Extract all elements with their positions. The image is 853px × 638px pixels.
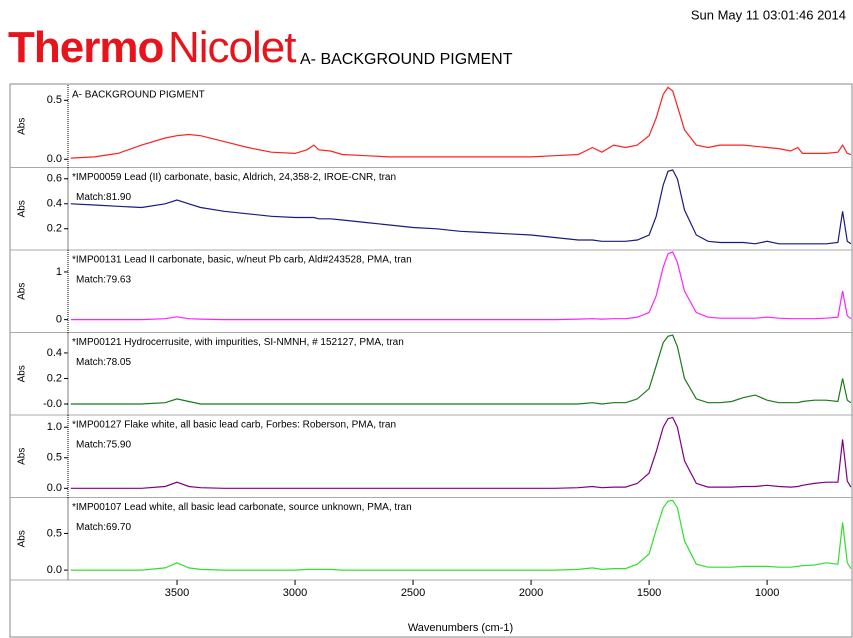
spectrum [70, 416, 852, 489]
match-score: Match:69.70 [76, 522, 131, 533]
y-tick-label: 0.2 [47, 372, 62, 384]
y-tick-label: 0.0 [47, 482, 62, 494]
panel-title: *IMP00059 Lead (II) carbonate, basic, Al… [72, 172, 396, 183]
y-tick-label: 0.5 [47, 452, 62, 464]
y-axis-label: Abs [17, 118, 28, 135]
y-tick-label: 0.0 [47, 153, 62, 165]
match-score: Match:81.90 [76, 192, 131, 203]
x-tick-label: 1500 [637, 587, 661, 599]
y-tick-label: 0.5 [47, 527, 62, 539]
brand-bold: Thermo [8, 23, 163, 72]
panel-title: *IMP00127 Flake white, all basic lead ca… [72, 420, 396, 431]
match-score: Match:75.90 [76, 440, 131, 451]
panel-title: A- BACKGROUND PIGMENT [72, 90, 205, 101]
spectrum [70, 499, 852, 571]
x-tick-label: 2000 [519, 587, 543, 599]
y-axis-label: Abs [17, 365, 28, 382]
y-tick-label: 0.2 [47, 223, 62, 235]
y-tick-label: 1.0 [47, 421, 62, 433]
x-tick-label: 1000 [755, 587, 779, 599]
y-tick-label: 0 [56, 314, 62, 326]
brand: Nicolet [168, 23, 296, 72]
frame [9, 83, 853, 638]
y-tick-label: 0.5 [47, 94, 62, 106]
timestamp: Sun May 11 03:01:46 2014 [691, 7, 846, 22]
y-tick-label: 0.4 [47, 198, 62, 210]
y-axis-label: Abs [17, 448, 28, 465]
y-tick-label: 0.6 [47, 173, 62, 185]
y-tick-label: -0.0 [43, 398, 62, 410]
panel-title: *IMP00121 Hydrocerrusite, with impuritie… [72, 337, 404, 348]
x-tick-label: 3000 [283, 587, 307, 599]
y-tick-label: 0.0 [47, 564, 62, 576]
panel-title: *IMP00131 Lead II carbonate, basic, w/ne… [72, 255, 412, 266]
x-tick-label: 3500 [165, 587, 189, 599]
x-tick-label: 2500 [401, 587, 425, 599]
y-axis-label: Abs [17, 200, 28, 217]
spectrum [70, 86, 852, 159]
y-axis-label: Abs [17, 530, 28, 547]
y-axis-label: Abs [17, 283, 28, 300]
y-tick-label: 0.4 [47, 347, 62, 359]
spectrum [70, 251, 852, 321]
panel-title: *IMP00107 Lead white, all basic lead car… [72, 502, 412, 513]
y-tick-label: 1 [56, 266, 62, 278]
x-axis-label: Wavenumbers (cm-1) [408, 622, 513, 634]
spectrum [70, 169, 852, 245]
match-score: Match:78.05 [76, 357, 131, 368]
spectrum [70, 334, 852, 405]
page-title: A- BACKGROUND PIGMENT [300, 51, 513, 68]
match-score: Match:79.63 [76, 275, 131, 286]
